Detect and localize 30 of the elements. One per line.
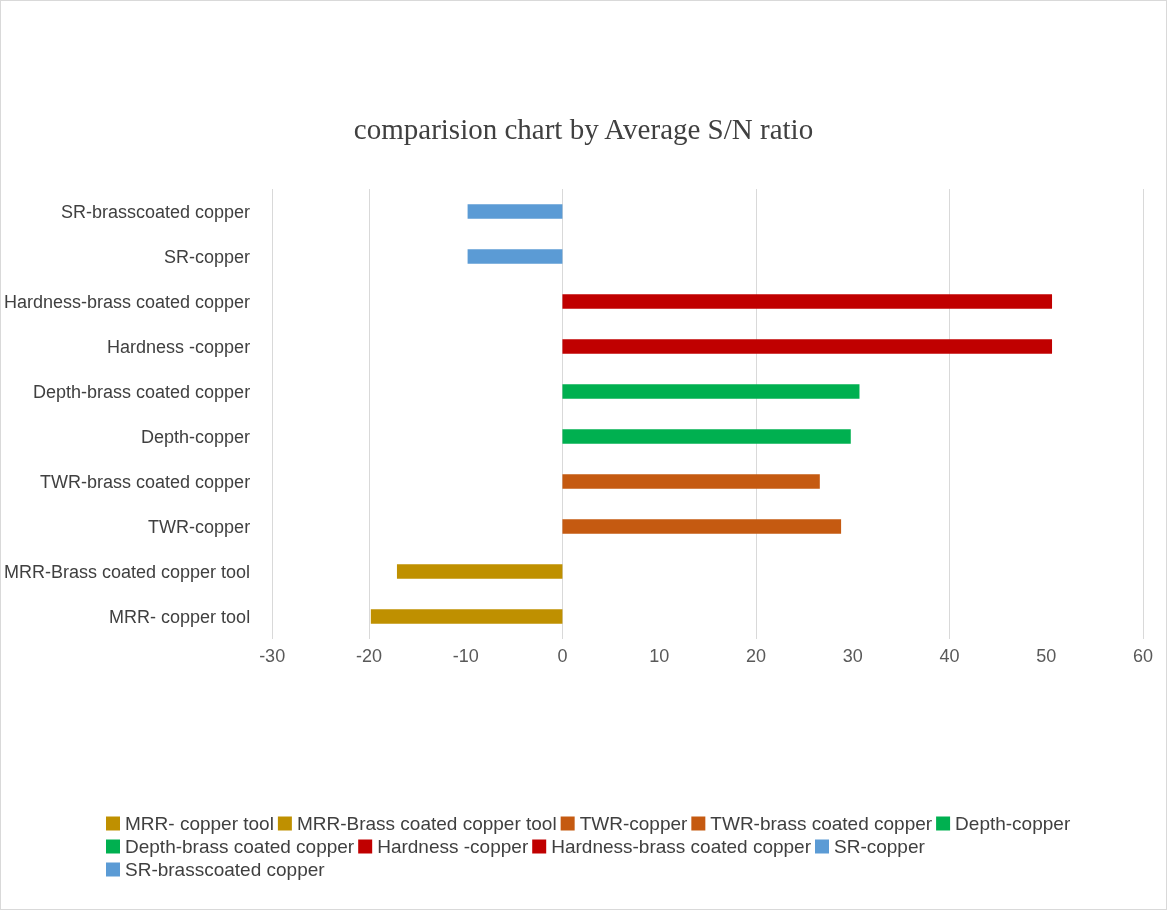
chart-title: comparision chart by Average S/N ratio [353,112,814,145]
x-tick-label: 0 [557,646,568,666]
legend-label: Depth-brass coated copper [125,836,355,857]
x-tick-label: -20 [355,646,382,666]
x-tick-label: 20 [745,646,766,666]
y-tick-label: TWR-copper [148,516,251,537]
x-tick-label: 60 [1132,646,1154,666]
x-tick-label: 30 [842,646,863,666]
y-tick-label: TWR-brass coated copper [40,471,251,492]
legend-label: SR-brasscoated copper [125,859,326,880]
legend-label: TWR-brass coated copper [710,813,933,834]
y-tick-label: Depth-brass coated copper [33,381,251,402]
legend-label: SR-copper [834,836,926,857]
x-tick-label: -30 [259,646,286,666]
y-tick-label: SR-copper [164,246,251,267]
legend-label: Depth-copper [955,813,1071,834]
x-tick-label: 50 [1036,646,1057,666]
legend-label: MRR-Brass coated copper tool [296,813,557,834]
y-tick-label: SR-brasscoated copper [61,201,251,222]
x-tick-label: 40 [939,646,960,666]
y-tick-label: MRR-Brass coated copper tool [4,561,251,582]
legend-label: Hardness-brass coated copper [551,836,812,857]
legend-label: Hardness -copper [377,836,529,857]
y-tick-label: Hardness -copper [107,336,251,357]
y-tick-label: Depth-copper [141,426,251,447]
x-tick-label: 10 [649,646,670,666]
x-tick-label: -10 [452,646,479,666]
legend-label: TWR-copper [579,813,689,834]
y-tick-label: Hardness-brass coated copper [3,291,251,312]
y-tick-label: MRR- copper tool [109,606,251,627]
